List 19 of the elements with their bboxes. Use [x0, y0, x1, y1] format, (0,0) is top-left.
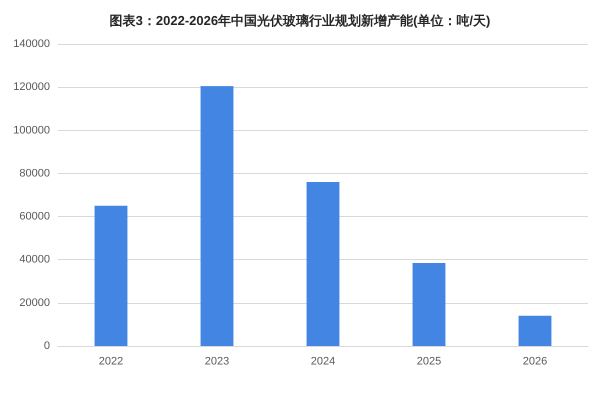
x-tick-label: 2025 [416, 356, 442, 368]
bar [200, 86, 234, 346]
y-tick-label: 60000 [19, 210, 50, 223]
y-tick-label: 0 [44, 340, 50, 352]
bar [94, 206, 128, 346]
y-tick-label: 20000 [19, 296, 50, 309]
chart-title: 图表3：2022-2026年中国光伏玻璃行业规划新增产能(单位：吨/天) [110, 13, 490, 28]
bar [518, 316, 552, 346]
x-tick-label: 2022 [98, 356, 124, 368]
y-tick-label: 80000 [19, 167, 50, 180]
x-tick-label: 2026 [522, 356, 548, 368]
y-tick-label: 100000 [13, 124, 50, 136]
y-tick-label: 40000 [19, 254, 50, 266]
x-tick-label: 2024 [310, 356, 336, 368]
bar [412, 262, 446, 346]
x-tick-label: 2023 [204, 356, 230, 368]
y-tick-label: 120000 [13, 81, 50, 94]
y-tick-label: 140000 [13, 38, 50, 50]
bar [306, 182, 340, 346]
